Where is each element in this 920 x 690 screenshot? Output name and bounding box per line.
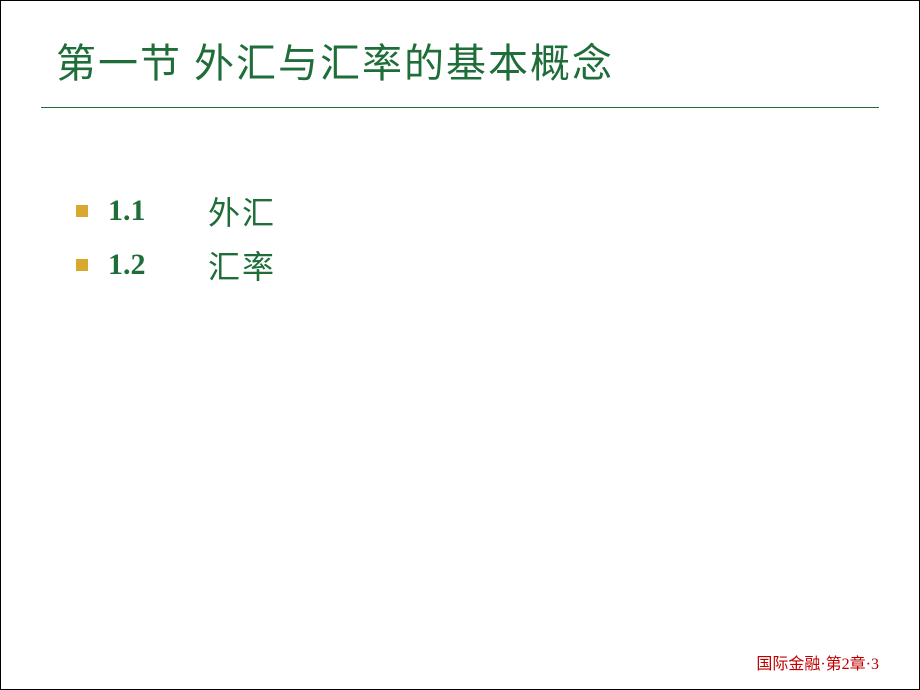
item-text: 外汇 — [208, 188, 276, 234]
list-item: 1.2 汇率 — [76, 242, 919, 288]
bullet-icon — [76, 205, 88, 217]
content-area: 1.1 外汇 1.2 汇率 — [1, 108, 919, 288]
item-number: 1.1 — [108, 194, 208, 228]
slide-footer: 国际金融·第2章·3 — [756, 650, 879, 674]
bullet-icon — [76, 259, 88, 271]
item-number: 1.2 — [108, 248, 208, 282]
slide-title: 第一节 外汇与汇率的基本概念 — [1, 1, 919, 89]
list-item: 1.1 外汇 — [76, 188, 919, 234]
item-text: 汇率 — [208, 242, 276, 288]
